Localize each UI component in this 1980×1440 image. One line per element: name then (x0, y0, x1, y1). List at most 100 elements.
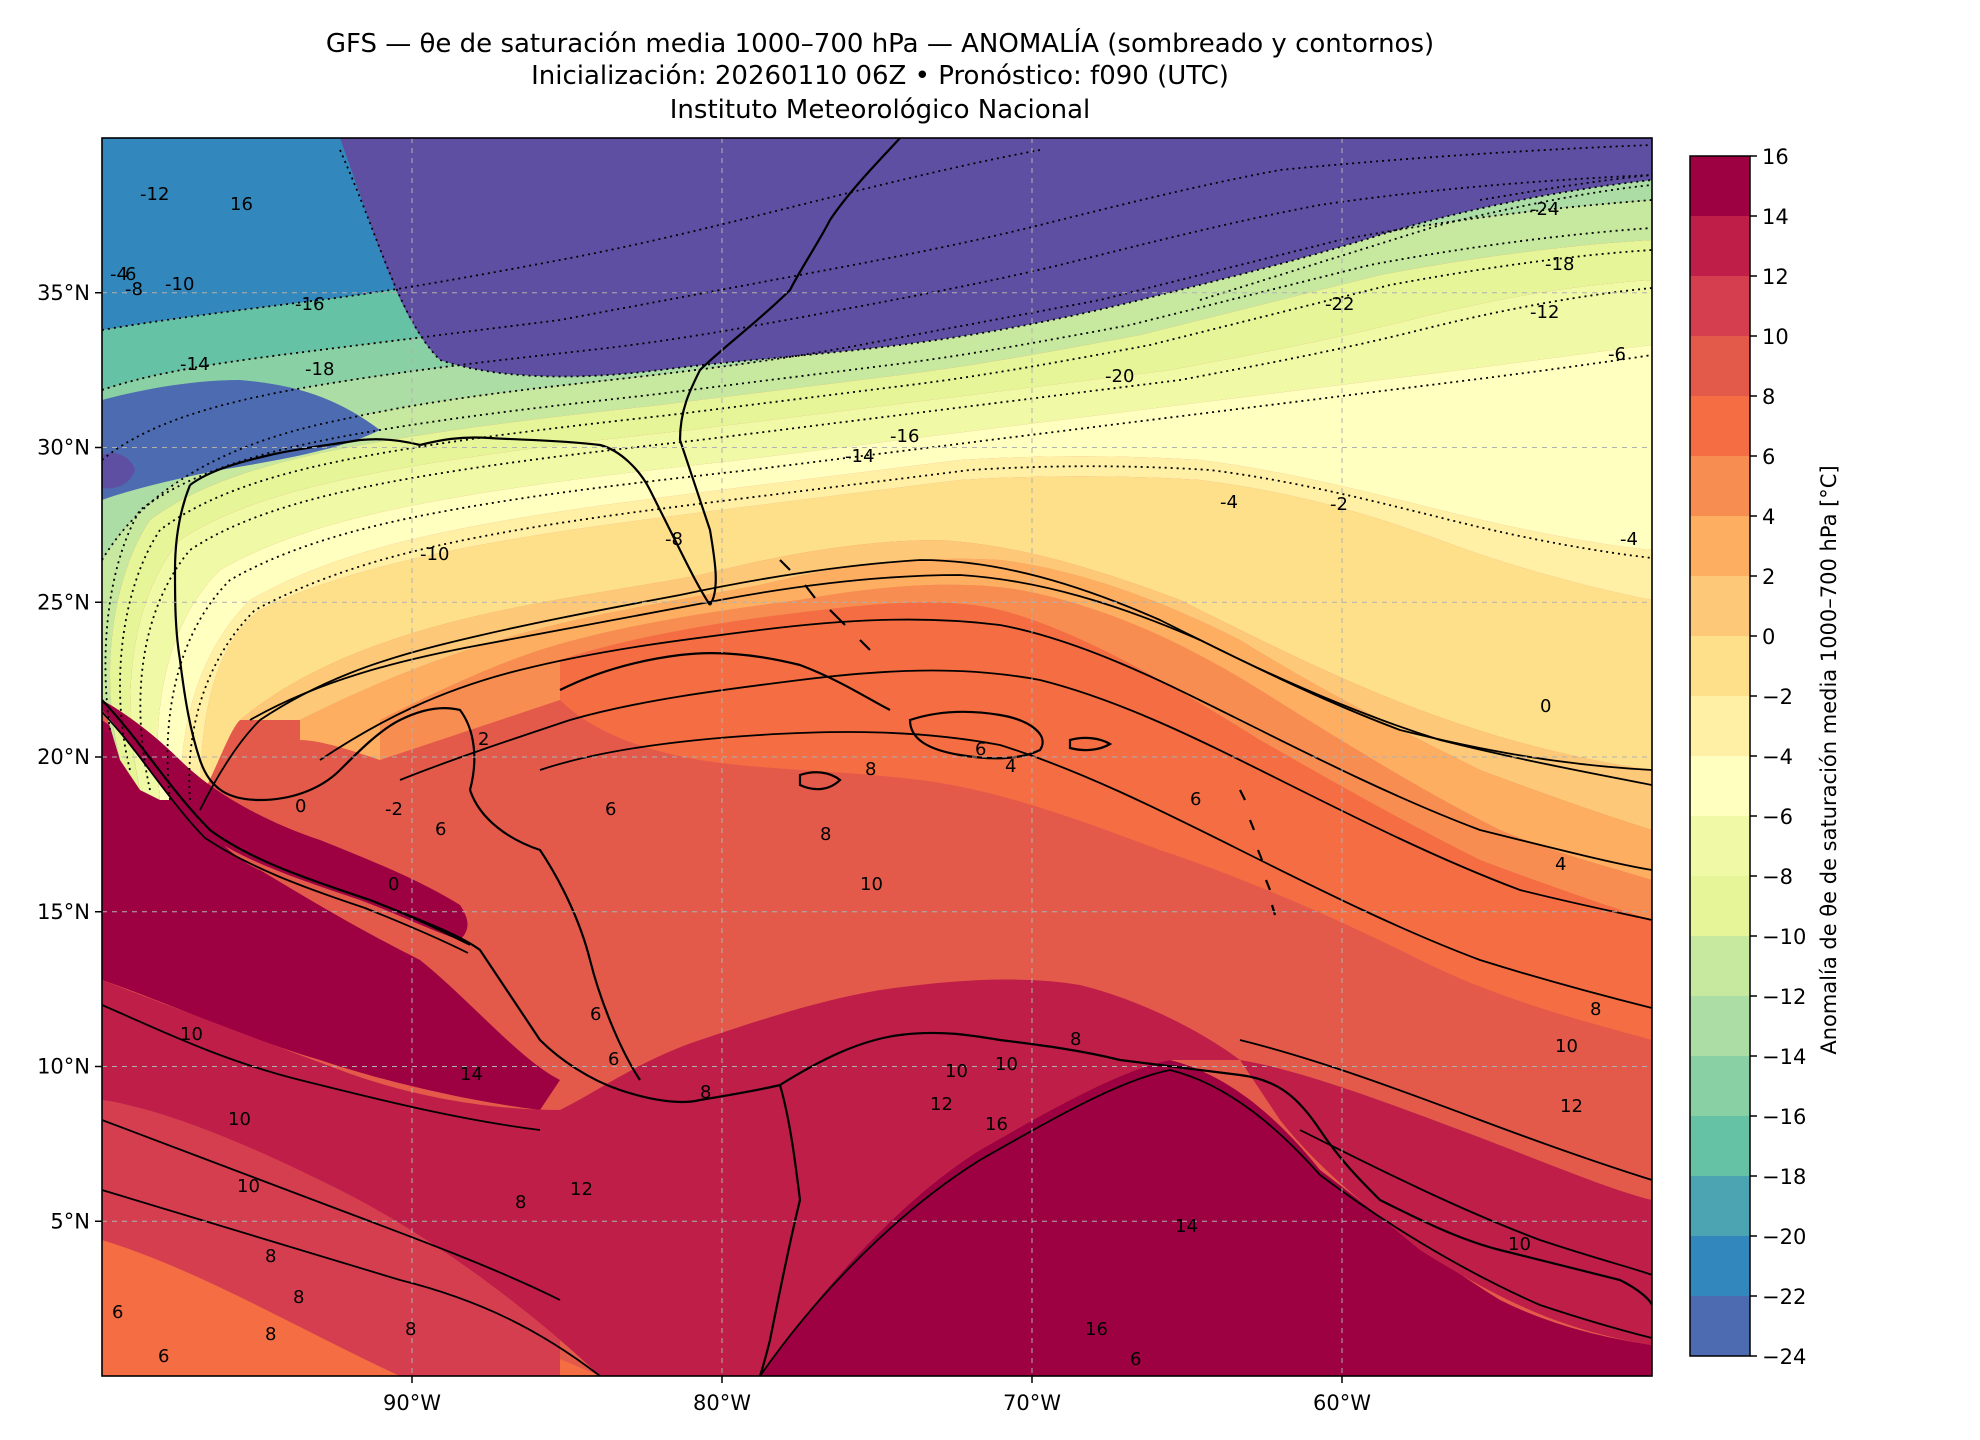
colorbar-tick-label: −18 (1762, 1165, 1806, 1189)
colorbar-segment (1690, 576, 1750, 637)
contour-label-10d: 10 (228, 1109, 251, 1130)
contour-label-0c: 0 (388, 874, 399, 895)
shading-band-14 (102, 979, 1240, 1376)
colorbar-tick-label: −16 (1762, 1105, 1806, 1129)
shading-band-2 (240, 540, 1652, 830)
contour-line-neg16 (102, 144, 1652, 391)
contour-label-6c: 6 (975, 739, 986, 760)
contour-label-neg4b: -4 (1220, 492, 1238, 513)
contour-line-12b (1299, 1129, 1652, 1276)
coastline-gulf-west (173, 484, 341, 802)
shading-band-mexico-pacific (102, 700, 468, 940)
contour-line-neg10 (104, 227, 1652, 731)
coastline-florida (419, 436, 711, 606)
shading-band-neg24-spot (102, 453, 135, 489)
shading-band-14-east (1240, 1060, 1652, 1345)
colorbar-segment (1690, 636, 1750, 697)
contour-line-neg20 (339, 149, 1652, 378)
coastline-puerto-rico (1068, 736, 1113, 752)
contour-label-0a: 0 (1540, 696, 1551, 717)
contour-label-4a: 4 (1005, 756, 1016, 777)
colorbar-segment (1690, 1056, 1750, 1117)
colorbar: 16 14 12 10 8 6 4 2 0 −2 −4 −6 −8 −10 −12 −14 −16 −18 −20 −… (1689, 145, 1806, 1369)
contour-label-8i: 8 (265, 1324, 276, 1345)
colorbar-segment (1690, 456, 1750, 517)
coastline-us-east (678, 138, 901, 606)
contour-label-neg6: -6 (1608, 344, 1626, 365)
colorbar-tick-label: 6 (1762, 445, 1775, 469)
contour-line-10c (1239, 1039, 1652, 1181)
x-tick-label: 80°W (693, 1391, 751, 1415)
contour-line-6 (399, 669, 1652, 921)
contour-label-neg14: -14 (180, 354, 209, 375)
x-tick-label: 70°W (1003, 1391, 1061, 1415)
colorbar-segment (1690, 936, 1750, 997)
title-line-2: Inicialización: 20260110 06Z • Pronóstic… (531, 61, 1229, 91)
contour-label-8d: 8 (1070, 1029, 1081, 1050)
contour-label-4b: 4 (1555, 854, 1566, 875)
contour-label-8a: 8 (865, 759, 876, 780)
contour-label-neg16b: -16 (890, 426, 919, 447)
contour-label-neg8b: -8 (665, 529, 683, 550)
contour-line-8 (539, 731, 1652, 1009)
coastline-cuba (559, 651, 891, 711)
coastline-gulf-north (189, 438, 421, 486)
colorbar-tick-label: 10 (1762, 325, 1789, 349)
colorbar-segment (1690, 276, 1750, 337)
contour-label-12a: 12 (1560, 1096, 1583, 1117)
shading-band-neg12 (102, 175, 1652, 560)
colorbar-segment (1690, 816, 1750, 877)
colorbar-segment (1690, 336, 1750, 397)
colorbar-tick-label: 4 (1762, 505, 1775, 529)
contour-label-10h: 10 (995, 1054, 1018, 1075)
contour-line-10 (102, 1004, 541, 1131)
colorbar-segment (1690, 216, 1750, 277)
colorbar-tick-label: −4 (1762, 745, 1793, 769)
colorbar-tick-label: −8 (1762, 865, 1793, 889)
contour-label-neg4: -4 (110, 264, 128, 285)
contour-label-6h: 6 (112, 1302, 123, 1323)
coastline-lesser-antilles (1239, 789, 1277, 916)
colorbar-label: Anomalía de θe de saturación media 1000–… (1817, 465, 1841, 1054)
colorbar-tick-label: −22 (1762, 1285, 1806, 1309)
colorbar-tick-label: −12 (1762, 985, 1806, 1009)
contour-label-12c: 12 (930, 1094, 953, 1115)
contour-label-neg12: -12 (140, 184, 169, 205)
contour-line-neg4 (166, 354, 1652, 801)
y-tick-label: 15°N (37, 900, 90, 924)
contour-label-neg4c: -4 (1620, 529, 1638, 550)
contour-line-neg22 (1199, 184, 1652, 301)
contour-label-10g: 10 (945, 1061, 968, 1082)
contour-label-neg18: -18 (305, 359, 334, 380)
contour-line-neg6 (139, 287, 1652, 791)
coastline-jamaica (798, 771, 842, 791)
colorbar-tick-label: −24 (1762, 1345, 1806, 1369)
contour-label-neg24: -24 (1530, 199, 1559, 220)
contour-label-neg12b: -12 (1530, 302, 1559, 323)
shading-band-south-america (760, 1060, 1652, 1376)
coastline-colombia-pacific (758, 1084, 802, 1376)
contour-label-6b: 6 (605, 799, 616, 820)
shading-band-neg22-gulf (102, 380, 380, 500)
contour-label-16a: 16 (1085, 1319, 1108, 1340)
contour-line-4 (319, 618, 1652, 871)
contour-line-14 (759, 1069, 1652, 1376)
colorbar-tick-label: 14 (1762, 205, 1789, 229)
y-tick-label: 35°N (37, 281, 90, 305)
contour-label-neg18b: -18 (1545, 254, 1574, 275)
contour-label-8j: 8 (515, 1192, 526, 1213)
colorbar-tick-label: −14 (1762, 1045, 1806, 1069)
contour-label-12b: 12 (570, 1179, 593, 1200)
colorbar-segment (1690, 996, 1750, 1057)
title-line-3: Instituto Meteorológico Nacional (669, 95, 1091, 125)
contour-line-neg24 (1479, 174, 1652, 201)
shading-band-neg24-north (340, 138, 1652, 377)
coastline-mexico-pacific (102, 699, 621, 1092)
contour-line-neg8 (119, 249, 1652, 771)
contour-label-6f: 6 (590, 1004, 601, 1025)
contour-label-6i: 6 (158, 1346, 169, 1367)
colorbar-segment (1690, 696, 1750, 757)
colorbar-tick-label: −10 (1762, 925, 1806, 949)
contour-line-10b (102, 1119, 561, 1301)
